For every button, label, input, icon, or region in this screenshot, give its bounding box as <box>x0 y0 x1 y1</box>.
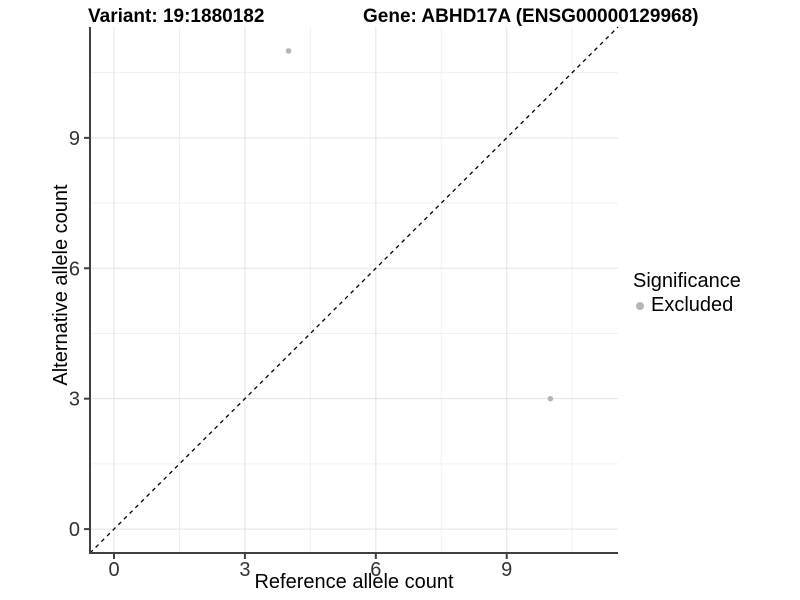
data-point <box>285 48 292 54</box>
x-tick-label: 6 <box>370 559 381 581</box>
variant-title: Variant: 19:1880182 <box>88 6 265 27</box>
legend-entry-excluded: Excluded <box>636 294 741 317</box>
data-point <box>547 395 554 402</box>
legend-title: Significance <box>633 270 741 292</box>
excluded-point-icon <box>636 301 644 310</box>
y-axis-title: Alternative allele count <box>50 184 72 386</box>
y-tick-label: 0 <box>69 519 80 541</box>
identity-line <box>89 26 619 554</box>
x-tick-label: 3 <box>239 559 250 581</box>
legend-entry-label: Excluded <box>651 294 734 316</box>
y-tick-label: 9 <box>69 128 80 150</box>
y-tick-label: 3 <box>69 389 80 411</box>
x-tick-label: 9 <box>501 559 512 581</box>
x-tick-label: 0 <box>108 559 119 581</box>
legend: Significance Excluded <box>633 270 741 317</box>
x-axis-title: Reference allele count <box>254 571 454 593</box>
gene-title: Gene: ABHD17A (ENSG00000129968) <box>363 6 699 27</box>
y-tick-label: 6 <box>69 258 80 280</box>
